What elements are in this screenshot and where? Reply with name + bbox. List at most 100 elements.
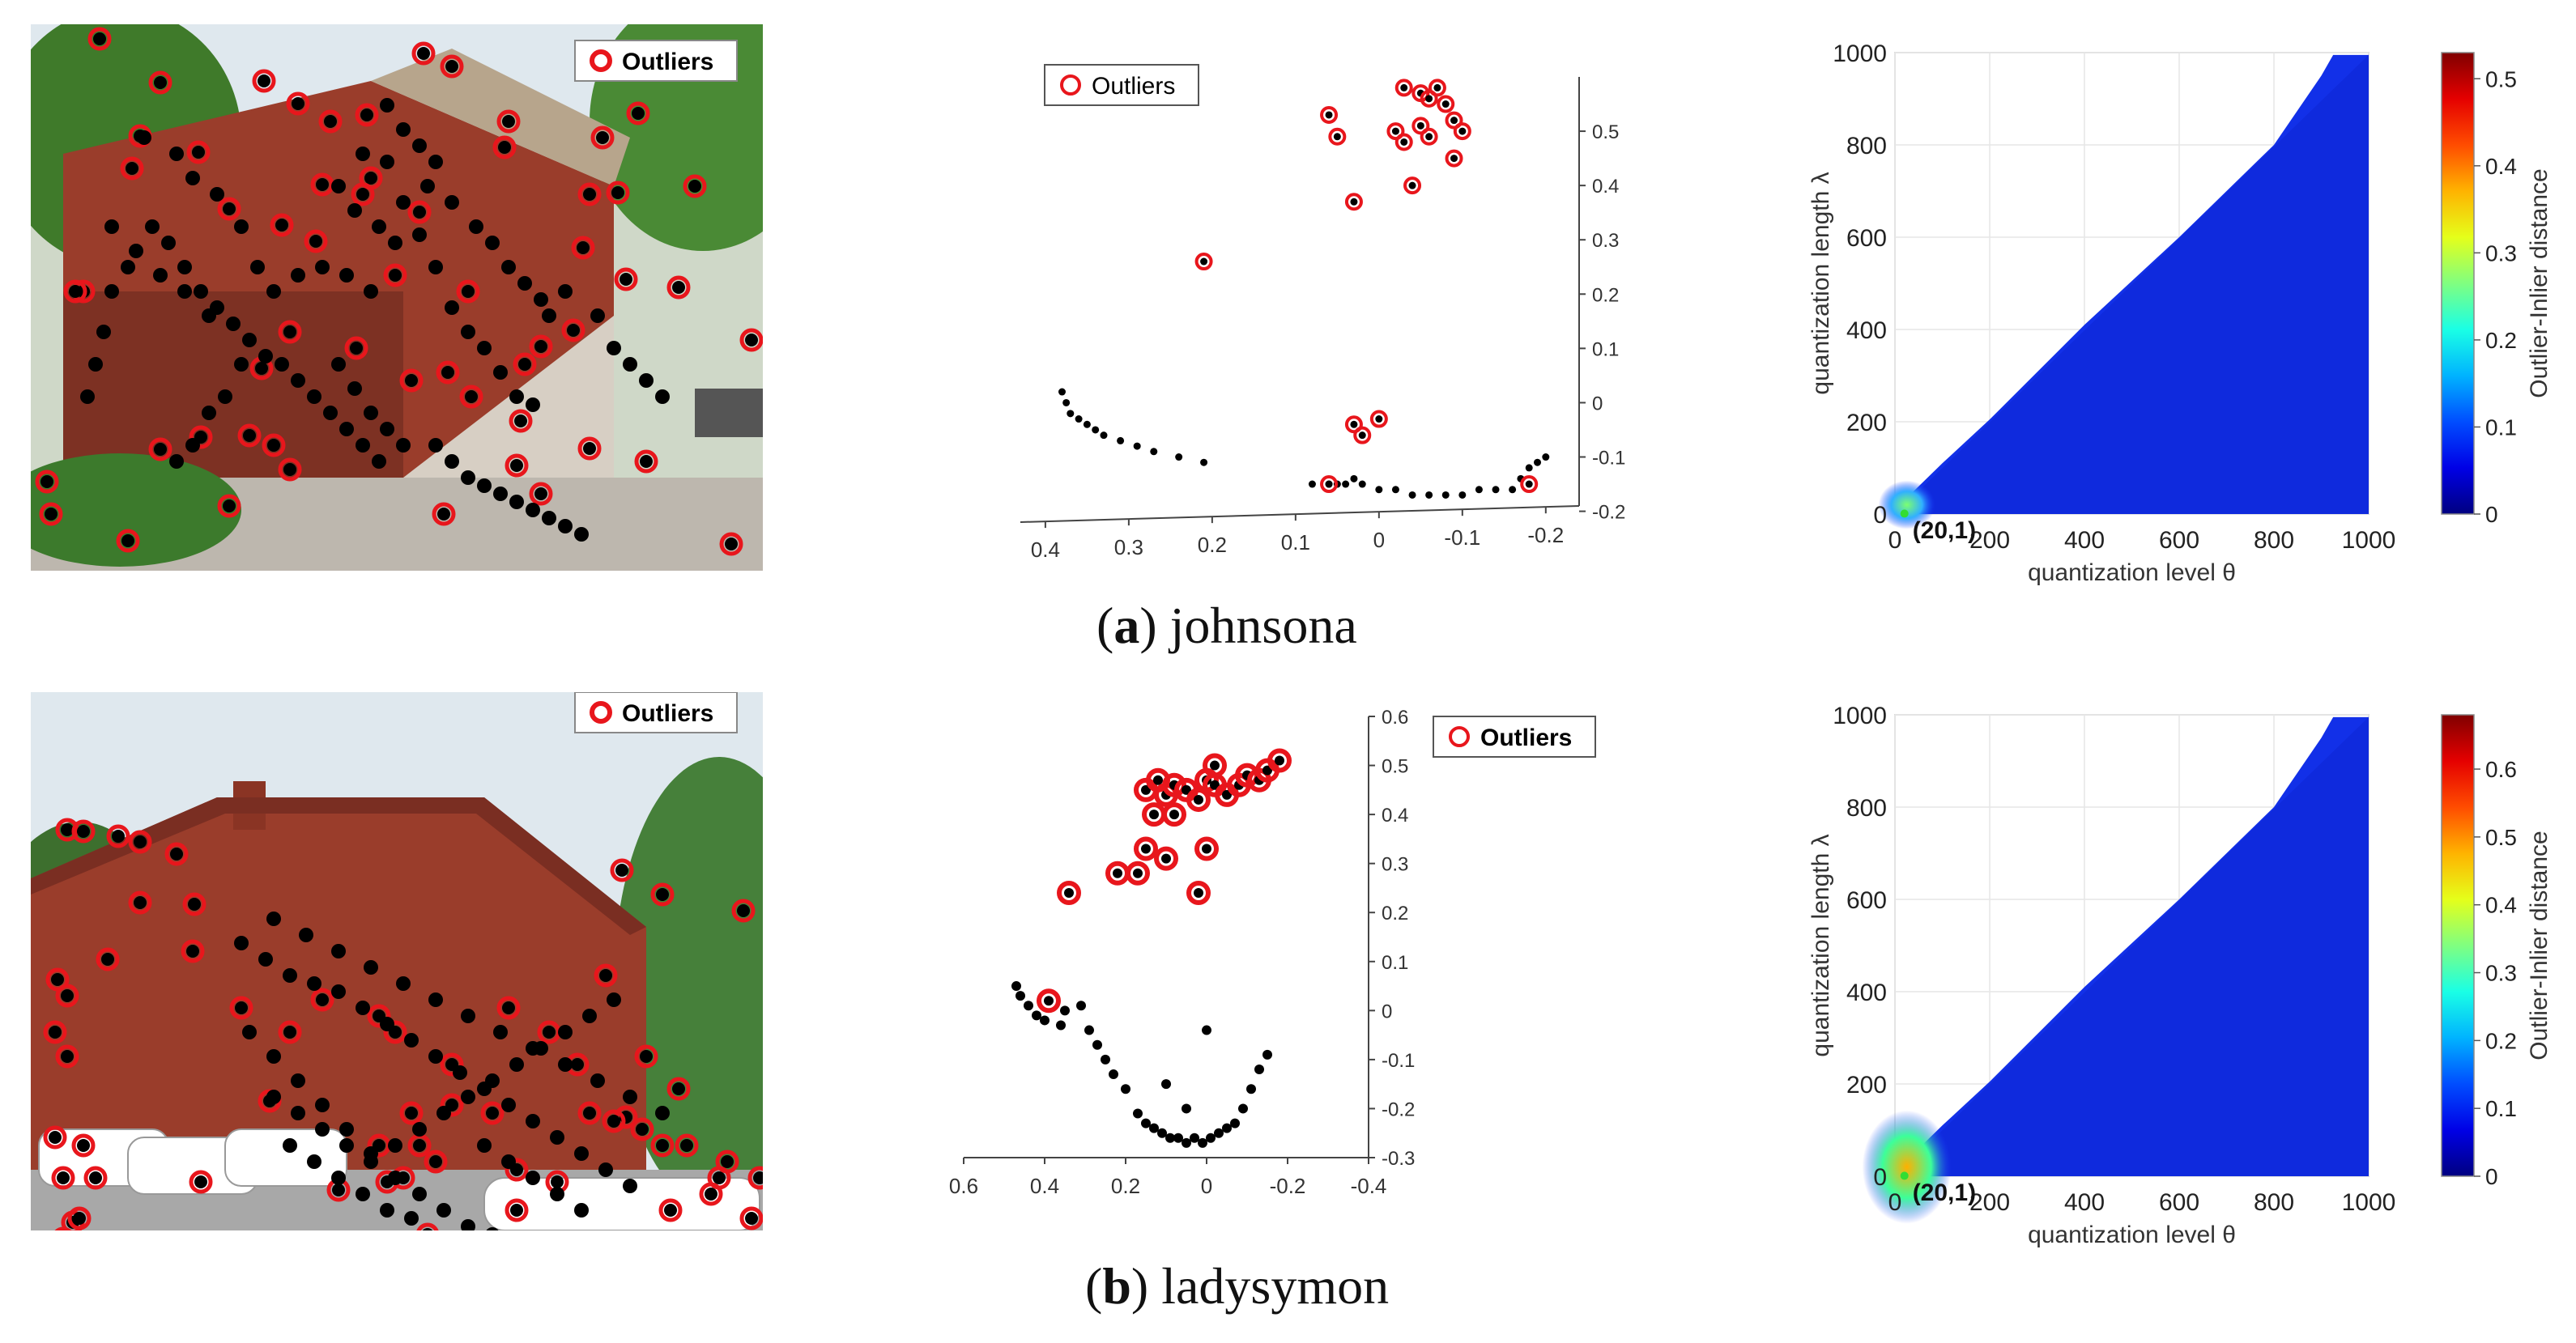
outlier-point: [309, 235, 322, 248]
feature-point: [509, 389, 524, 404]
outlier-point: [551, 1175, 564, 1188]
outlier-marker: [416, 1222, 439, 1230]
outlier-ring: [1394, 133, 1413, 151]
outlier-point: [632, 107, 645, 120]
heatmap-region: [1895, 54, 2369, 515]
feature-point: [486, 1227, 499, 1230]
feature-point: [291, 1106, 305, 1120]
outlier-marker: [128, 890, 152, 915]
inlier-point: [1157, 1128, 1167, 1138]
outlier-marker: [367, 1004, 391, 1028]
outlier-marker: [407, 200, 432, 224]
y-tick-label: 0.2: [1382, 903, 1408, 924]
inlier-point: [1262, 1049, 1272, 1060]
outlier-marker: [577, 1101, 602, 1125]
annotation-marker: [1900, 509, 1909, 518]
outlier-marker: [262, 433, 286, 457]
feature-point: [574, 527, 589, 542]
inlier-point: [1032, 1010, 1041, 1021]
outlier-point: [640, 455, 653, 468]
outlier-point: [364, 172, 377, 185]
y-tick-label: 0.3: [1592, 230, 1619, 252]
feature-point: [501, 1154, 516, 1169]
legend-marker: [1449, 726, 1470, 747]
outlier-point: [583, 188, 596, 201]
x-tick-label: 1000: [2342, 1189, 2396, 1216]
outlier-marker: [505, 1198, 529, 1222]
feature-point: [380, 422, 394, 436]
inlier-point: [1198, 1137, 1207, 1148]
colorbar-label: Outlier-Inlier distance: [2526, 168, 2553, 397]
outlier-ring: [1186, 787, 1211, 812]
outlier-point: [498, 141, 511, 154]
outlier-point: [1458, 127, 1467, 135]
outlier-point: [275, 219, 288, 232]
outlier-marker: [459, 385, 483, 409]
outlier-point: [596, 131, 609, 144]
outlier-ring: [1320, 475, 1339, 494]
feature-point: [493, 1025, 508, 1039]
inlier-point: [1182, 1103, 1191, 1114]
inlier-point: [1308, 480, 1316, 488]
inlier-point: [1062, 398, 1071, 406]
outlier-marker: [634, 449, 658, 474]
inlier-point: [1182, 1137, 1191, 1148]
outlier-point: [154, 76, 167, 89]
outlier-marker: [252, 69, 276, 93]
feature-point: [623, 1090, 637, 1104]
x-axis-label: quantization level θ: [2028, 559, 2236, 586]
feature-point: [501, 1098, 516, 1112]
outlier-marker: [399, 368, 424, 393]
outlier-marker: [529, 482, 553, 506]
y-tick-label: 600: [1846, 887, 1887, 914]
outlier-marker: [739, 328, 763, 352]
outlier-marker: [440, 1052, 464, 1077]
inlier-point: [1534, 458, 1542, 466]
outlier-point: [405, 1107, 418, 1120]
outlier-point: [134, 896, 147, 909]
feature-point: [356, 147, 370, 161]
outlier-marker: [83, 1166, 108, 1190]
legend: Outliers: [1433, 716, 1596, 758]
outlier-marker: [304, 229, 328, 253]
outlier-point: [599, 969, 612, 982]
inlier-point: [1165, 1133, 1175, 1143]
outlier-point: [61, 989, 74, 1002]
feature-point: [364, 284, 378, 299]
outlier-point: [672, 1082, 685, 1095]
colorbar-tick-label: 0: [2485, 1164, 2498, 1189]
feature-point: [307, 389, 321, 404]
outlier-point: [1064, 888, 1074, 898]
outlier-point: [1222, 789, 1232, 800]
feature-point: [428, 992, 443, 1007]
x-tick-label: -0.1: [1444, 525, 1480, 550]
feature-point: [331, 357, 346, 372]
x-tick-label: 200: [1969, 1189, 2010, 1216]
feature-point: [266, 1049, 281, 1064]
colorbar-tick-label: 0.3: [2485, 961, 2517, 986]
feature-point: [347, 203, 362, 218]
inlier-point: [1375, 486, 1383, 494]
colorbar-tick-label: 0.4: [2485, 893, 2517, 918]
feature-point: [461, 1009, 475, 1023]
outlier-marker: [55, 1044, 79, 1069]
feature-point: [234, 357, 249, 372]
inlier-point: [1011, 981, 1021, 992]
outlier-marker: [561, 318, 585, 342]
feature-point: [331, 984, 346, 999]
feature-point: [356, 1187, 370, 1201]
feature-point: [250, 260, 265, 274]
feature-point: [501, 260, 516, 274]
feature-point: [428, 1049, 443, 1064]
y-tick-label: 800: [1846, 133, 1887, 159]
x-tick-label: 0.6: [949, 1174, 978, 1198]
legend-marker: [1060, 74, 1081, 96]
feature-point: [80, 389, 95, 404]
outlier-point: [170, 848, 183, 861]
feature-point: [477, 478, 492, 493]
feature-point: [283, 968, 297, 983]
colorbar-tick-label: 0: [2485, 502, 2498, 527]
feature-point: [526, 1114, 540, 1128]
y-tick-label: 200: [1846, 410, 1887, 436]
feature-point: [104, 219, 119, 234]
